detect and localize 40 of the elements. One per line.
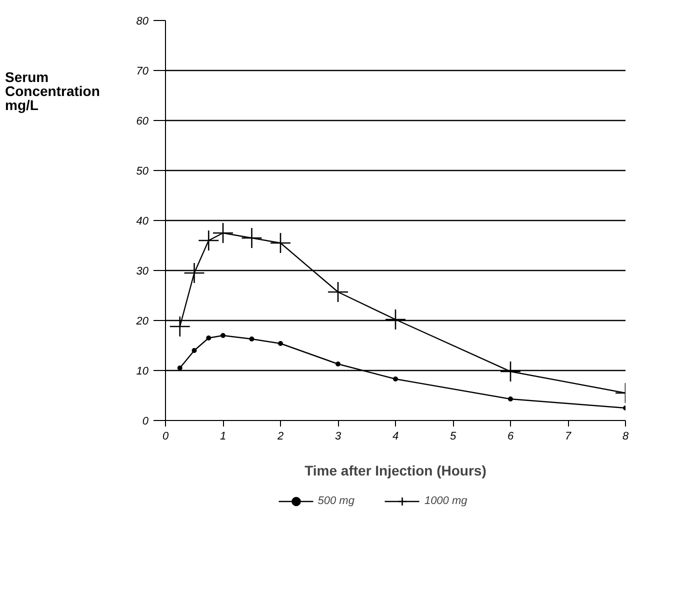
y-tick-label: 0 <box>142 416 150 428</box>
point <box>184 262 205 284</box>
point <box>278 341 283 346</box>
point <box>249 336 254 342</box>
y-tick-label: 50 <box>136 166 150 178</box>
y-tick-label: 40 <box>136 216 150 228</box>
y-tick-label: 60 <box>136 116 150 128</box>
y-tick-label: 70 <box>136 66 150 78</box>
y-tick-label: 20 <box>135 316 150 328</box>
y-tick-label: 30 <box>136 266 150 278</box>
x-axis-title: Time after Injection (Hours) <box>304 462 486 478</box>
point <box>212 222 234 244</box>
point <box>206 336 212 340</box>
point <box>198 230 220 252</box>
point <box>508 396 513 402</box>
x-tick-label: 8 <box>622 430 630 442</box>
y-tick-label: 80 <box>136 16 150 28</box>
point <box>220 333 226 338</box>
point <box>336 362 340 366</box>
y-tick-label: 10 <box>136 366 150 378</box>
point <box>177 366 182 370</box>
point <box>384 308 406 330</box>
x-tick-label: 7 <box>564 430 572 442</box>
legend-label: 1000 mg <box>424 495 468 507</box>
x-tick-label: 6 <box>507 430 514 442</box>
legend-label: 500 mg <box>318 495 354 507</box>
point <box>192 348 197 353</box>
point <box>169 316 191 338</box>
x-tick-label: 2 <box>276 430 284 442</box>
point <box>241 227 262 249</box>
x-tick-label: 0 <box>162 430 170 442</box>
x-tick-label: 4 <box>392 430 399 442</box>
x-tick-label: 3 <box>334 430 342 442</box>
point <box>270 232 292 254</box>
point <box>327 281 349 303</box>
x-tick-label: 1 <box>220 430 226 442</box>
x-tick-label: 5 <box>450 430 457 442</box>
point <box>393 376 398 382</box>
point <box>500 360 522 382</box>
y-axis-title: Serum Concentration mg/L <box>5 69 100 113</box>
